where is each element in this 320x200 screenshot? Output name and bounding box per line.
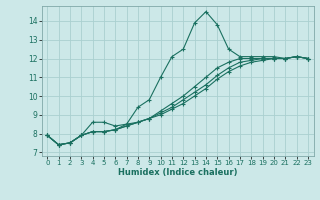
X-axis label: Humidex (Indice chaleur): Humidex (Indice chaleur)	[118, 168, 237, 177]
